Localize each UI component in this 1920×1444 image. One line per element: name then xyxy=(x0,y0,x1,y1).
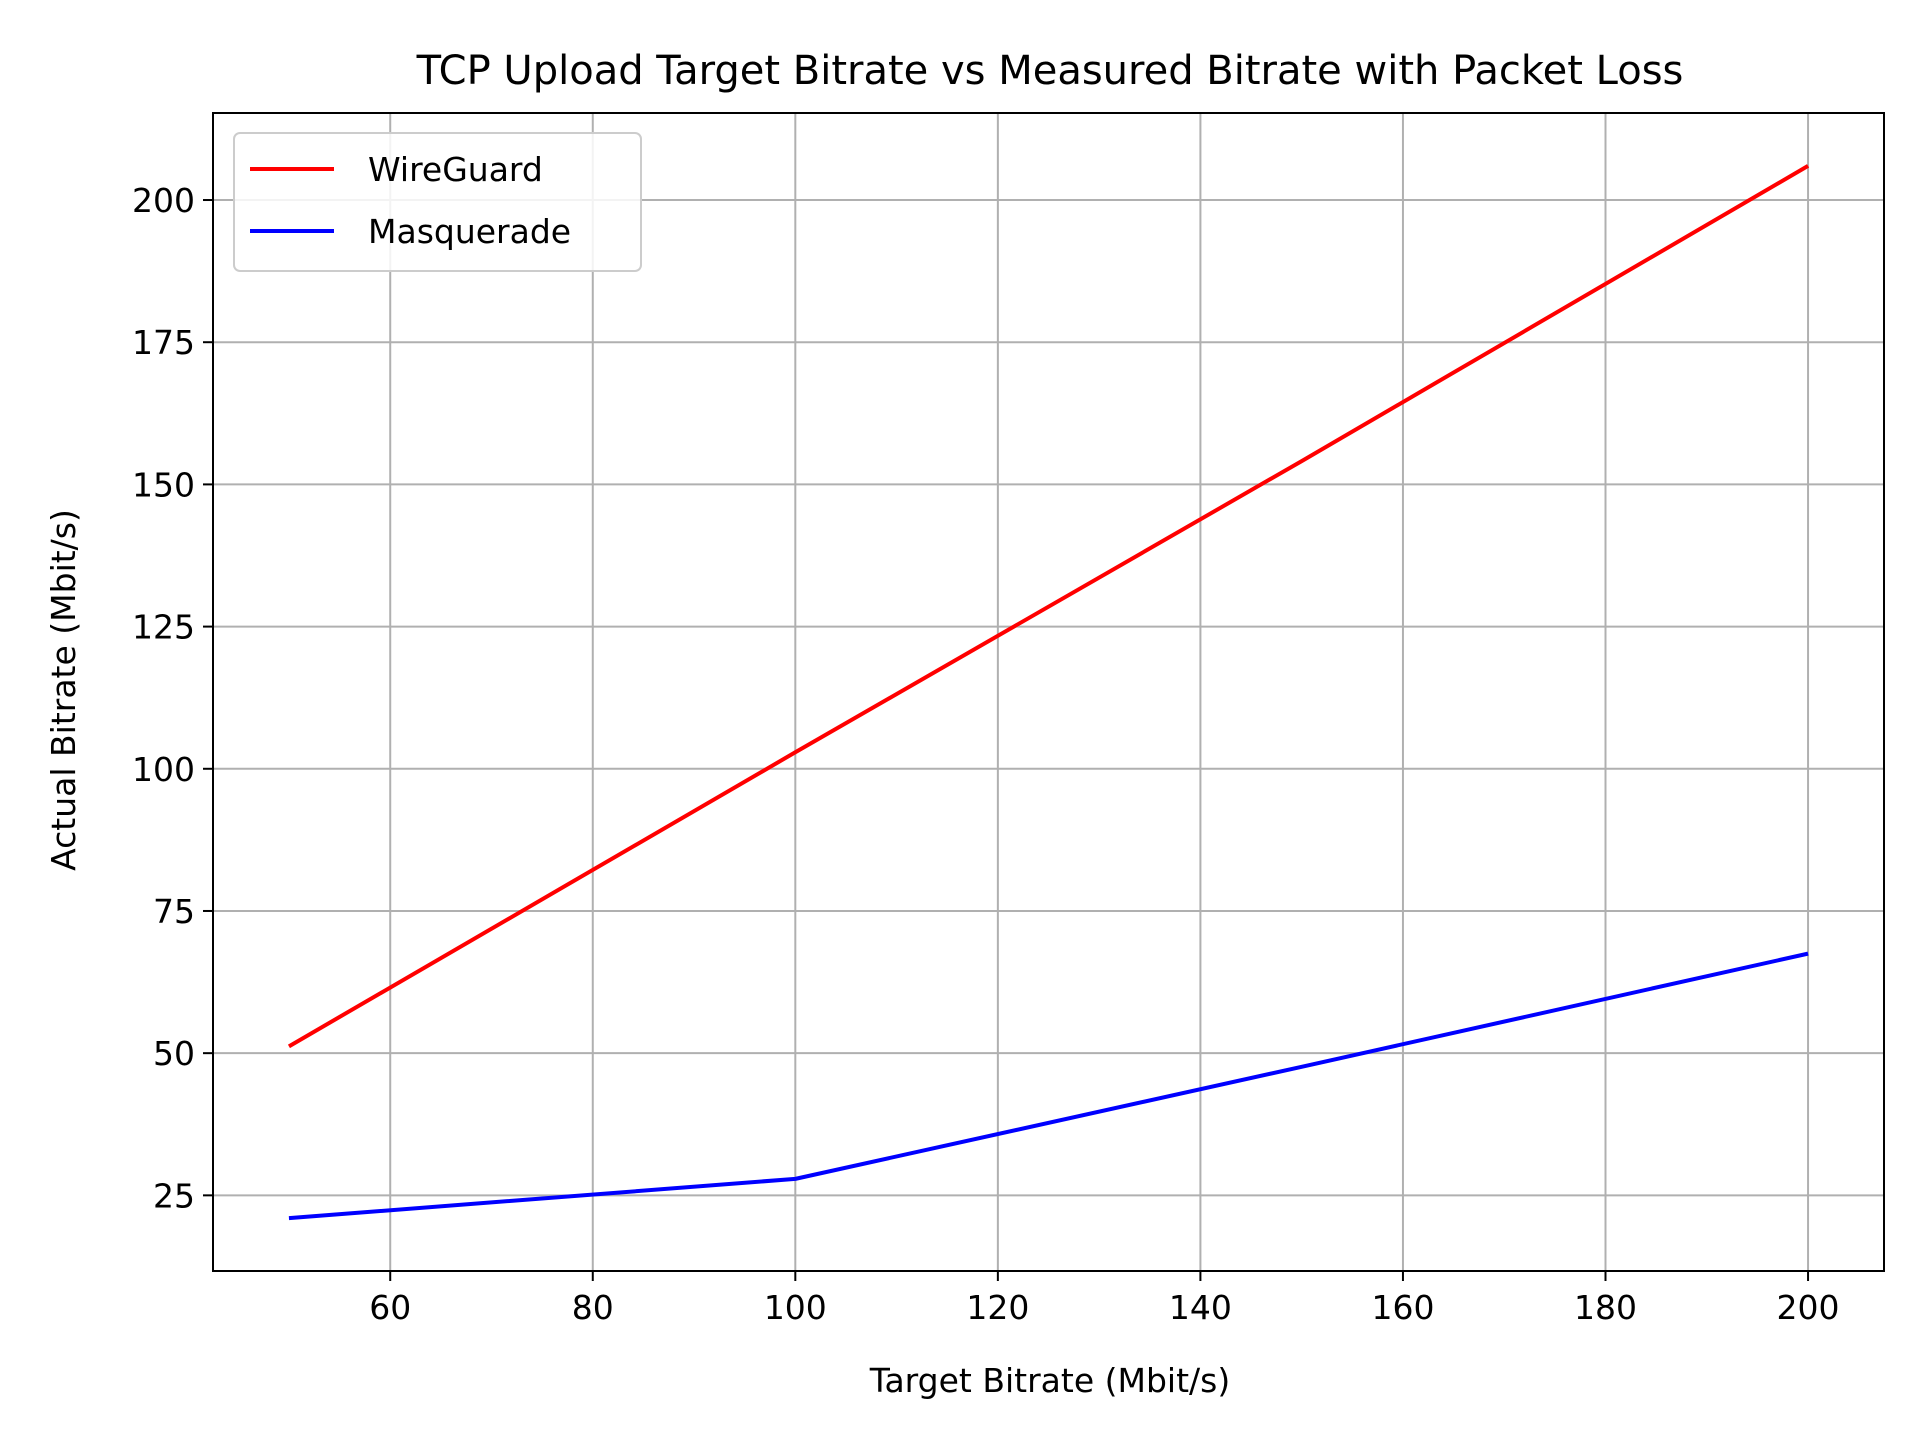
legend: WireGuard Masquerade xyxy=(234,133,641,271)
x-tick-label: 60 xyxy=(369,1288,411,1327)
x-tick-label: 180 xyxy=(1574,1288,1637,1327)
y-tick-label: 100 xyxy=(132,750,195,789)
x-tick-label: 120 xyxy=(966,1288,1029,1327)
legend-label-wireguard: WireGuard xyxy=(368,150,543,189)
legend-label-masquerade: Masquerade xyxy=(368,212,571,251)
x-tick-label: 80 xyxy=(572,1288,614,1327)
x-tick-label: 100 xyxy=(764,1288,827,1327)
y-tick-label: 75 xyxy=(153,892,195,931)
y-tick-label: 125 xyxy=(132,608,195,647)
y-tick-label: 150 xyxy=(132,465,195,504)
y-tick-label: 200 xyxy=(132,181,195,220)
y-tick-label: 175 xyxy=(132,323,195,362)
x-tick-label: 200 xyxy=(1777,1288,1840,1327)
y-tick-label: 50 xyxy=(153,1034,195,1073)
x-tick-label: 140 xyxy=(1169,1288,1232,1327)
y-tick-label: 25 xyxy=(153,1176,195,1215)
chart-title: TCP Upload Target Bitrate vs Measured Bi… xyxy=(416,48,1684,94)
y-axis-label: Actual Bitrate (Mbit/s) xyxy=(44,509,83,871)
x-axis-label: Target Bitrate (Mbit/s) xyxy=(869,1361,1230,1400)
x-tick-label: 160 xyxy=(1371,1288,1434,1327)
